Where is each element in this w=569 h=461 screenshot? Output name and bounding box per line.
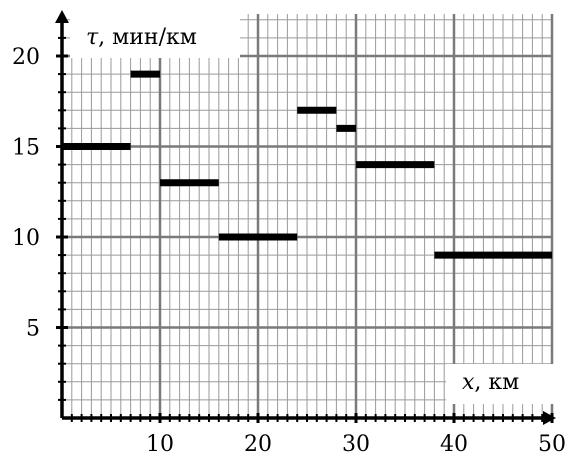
x-axis-arrow-icon [543, 411, 556, 425]
x-axis-label: x, км [462, 370, 519, 395]
y-axis-label: τ, мин/км [86, 25, 197, 50]
axis-ticks [56, 18, 554, 423]
y-axis-label-background [70, 14, 240, 58]
x-tick-label: 40 [440, 432, 468, 457]
x-tick-label: 50 [538, 432, 566, 457]
y-axis-variable: τ [86, 25, 99, 50]
x-axis-variable: x [462, 370, 475, 395]
y-axis-arrow-icon [55, 10, 69, 23]
y-tick-label: 20 [12, 45, 40, 70]
data-segments [62, 70, 552, 259]
y-tick-label: 10 [12, 226, 40, 251]
x-tick-label: 20 [244, 432, 272, 457]
y-axis-unit: , мин/км [98, 25, 197, 50]
y-tick-label: 5 [26, 317, 40, 342]
x-axis-label-background [446, 364, 554, 404]
x-tick-label: 10 [146, 432, 174, 457]
y-tick-label: 15 [12, 136, 40, 161]
tick-labels: 10 20 30 40 50 5 10 15 20 [12, 45, 566, 457]
x-tick-label: 30 [342, 432, 370, 457]
x-axis-unit: , км [474, 370, 519, 395]
